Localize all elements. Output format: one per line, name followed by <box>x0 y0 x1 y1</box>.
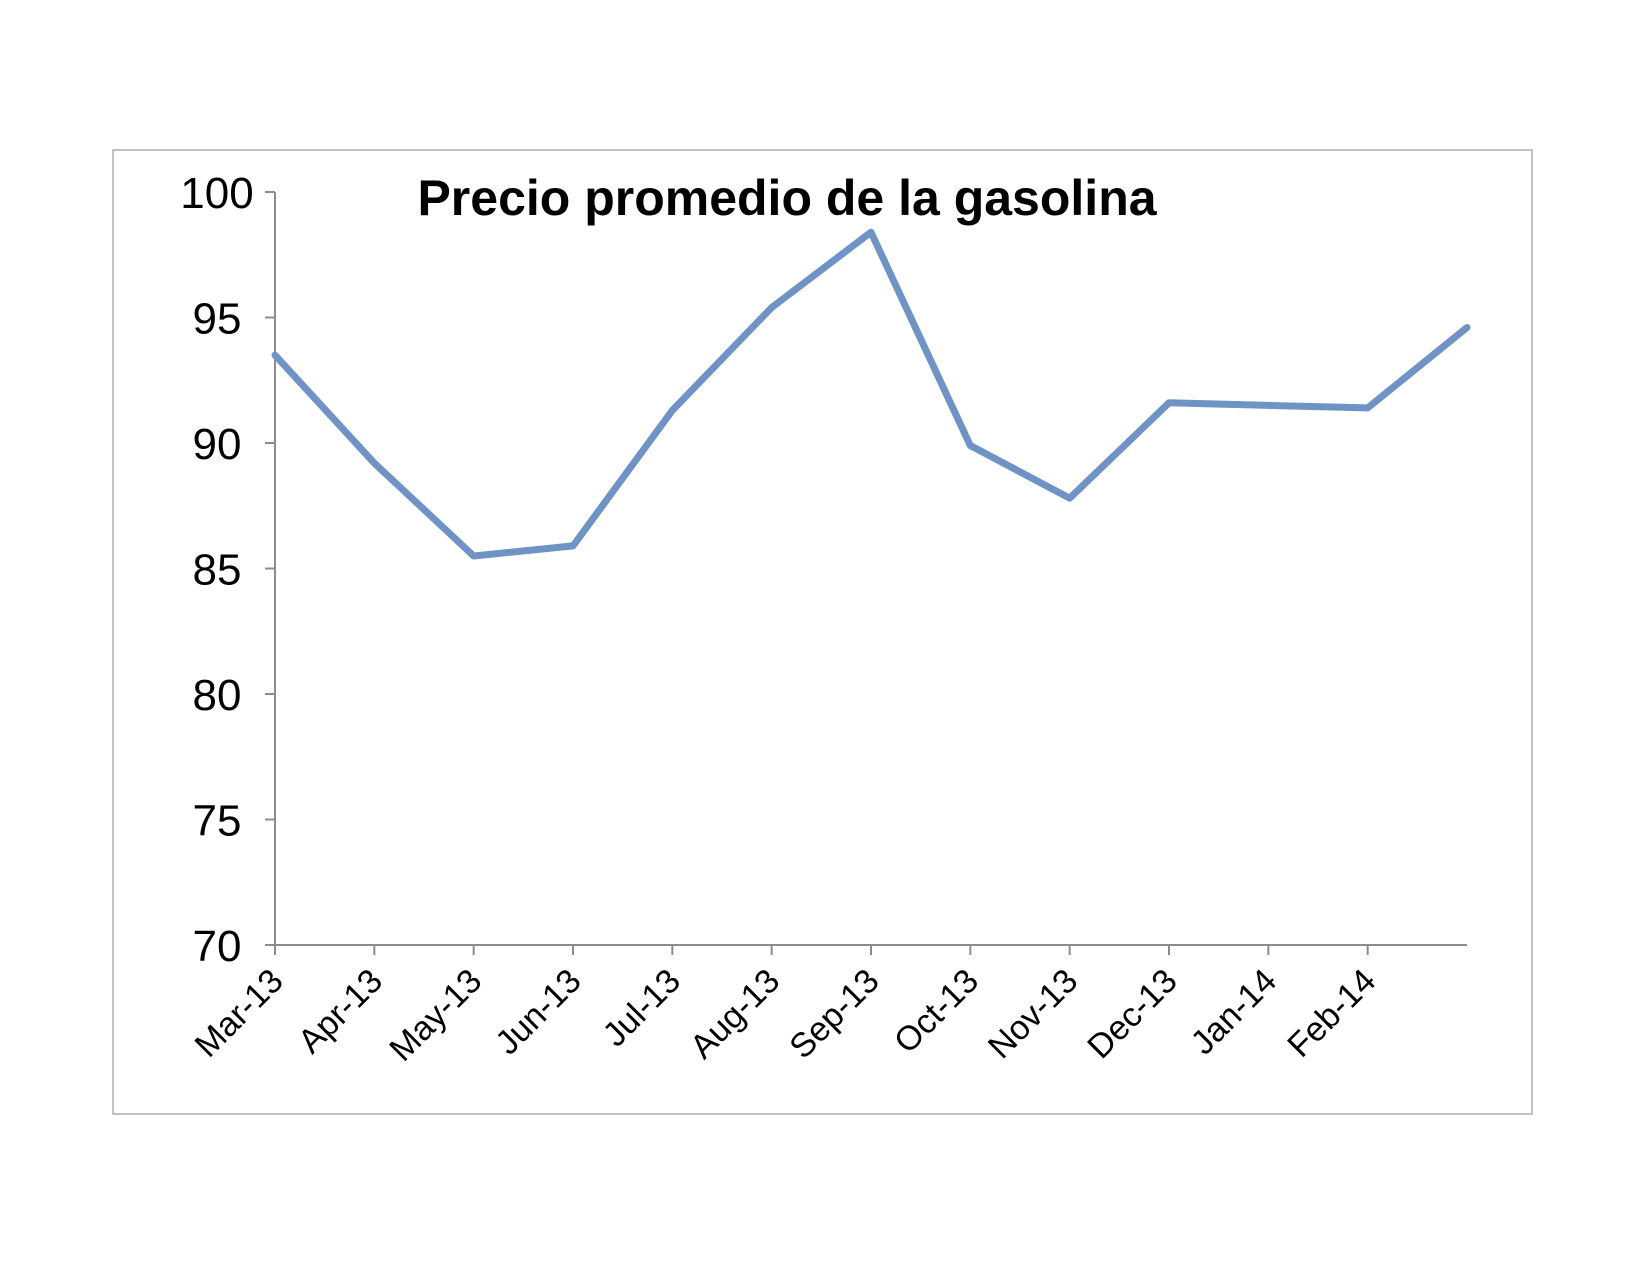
chart-frame <box>112 149 1533 1115</box>
chart-title: Precio promedio de la gasolina <box>417 170 1157 226</box>
series-line <box>271 228 1471 560</box>
y-tick-label: 85 <box>193 546 242 595</box>
y-tick-label: 70 <box>193 922 242 971</box>
y-tick-label: 75 <box>193 797 242 846</box>
y-axis-ticks: 70 75 80 85 90 95 100 <box>180 169 275 971</box>
y-tick-label: 80 <box>193 671 242 720</box>
y-tick-label: 90 <box>193 420 242 469</box>
y-tick-label: 95 <box>193 295 242 344</box>
series-layer <box>271 228 1471 560</box>
y-tick-label: 100 <box>180 169 253 218</box>
